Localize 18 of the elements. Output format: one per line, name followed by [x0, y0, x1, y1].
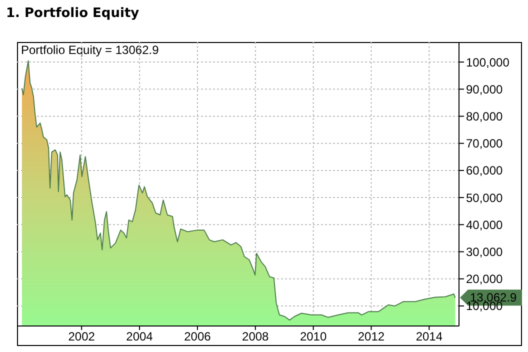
x-tick-label: 2004 — [126, 330, 154, 344]
x-tick-label: 2002 — [68, 330, 96, 344]
y-tick-label: 90,000 — [466, 82, 504, 96]
annotation: Portfolio Equity = 13062.9 — [21, 43, 159, 57]
chart-title: 1. Portfolio Equity — [6, 6, 140, 21]
x-tick-label: 2006 — [184, 330, 212, 344]
y-tick-label: 70,000 — [466, 136, 504, 151]
x-tick-label: 2008 — [242, 330, 270, 344]
x-tick-label: 2014 — [416, 330, 443, 344]
x-tick-label: 2010 — [300, 330, 327, 344]
y-tick-label: 100,000 — [466, 55, 510, 70]
y-tick-label: 80,000 — [466, 110, 504, 124]
y-tick-label: 50,000 — [466, 190, 504, 205]
y-tick-label: 20,000 — [466, 272, 504, 286]
y-tick-label: 40,000 — [466, 218, 504, 232]
y-tick-label: 60,000 — [466, 164, 504, 178]
x-tick-label: 2012 — [358, 330, 385, 344]
y-tick-label: 30,000 — [466, 245, 504, 260]
